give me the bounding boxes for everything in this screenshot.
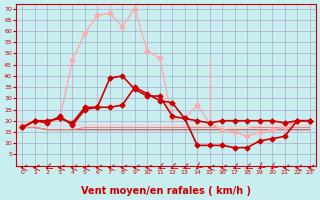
X-axis label: Vent moyen/en rafales ( km/h ): Vent moyen/en rafales ( km/h ) <box>81 186 251 196</box>
